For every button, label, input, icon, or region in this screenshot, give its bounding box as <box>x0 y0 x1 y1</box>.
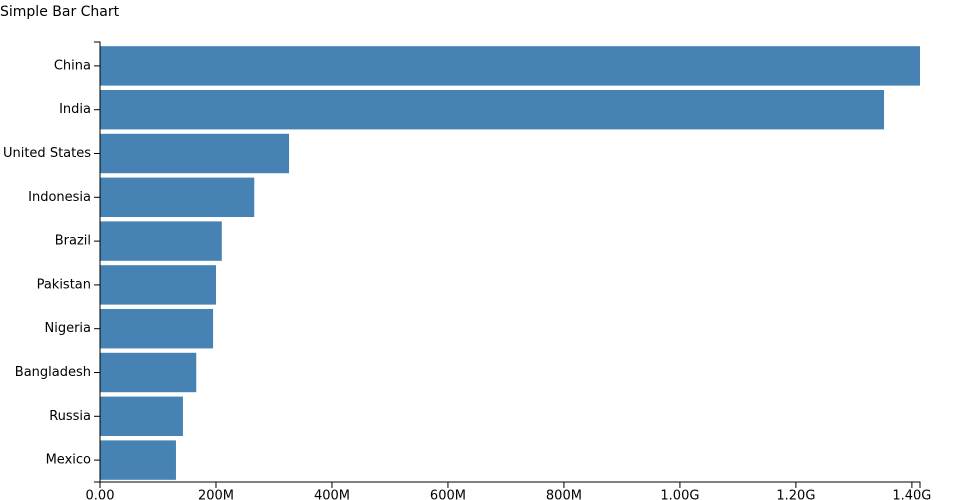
y-tick-label: Pakistan <box>37 277 91 292</box>
y-tick-label: China <box>54 58 91 73</box>
chart-title: Simple Bar Chart <box>0 4 120 20</box>
y-tick-label: Mexico <box>46 453 91 468</box>
bar <box>100 133 290 174</box>
y-tick-label: Nigeria <box>44 321 91 336</box>
bar <box>100 396 183 437</box>
x-tick-label: 0.00 <box>86 489 115 500</box>
y-axis <box>94 41 101 483</box>
y-tick-label: Brazil <box>55 234 91 249</box>
x-tick-label: 1.20G <box>776 489 815 500</box>
bar <box>100 265 216 305</box>
y-tick-label: India <box>59 102 91 117</box>
bar <box>100 46 920 86</box>
x-tick-label: 1.40G <box>892 489 931 500</box>
x-tick-label: 400M <box>314 489 350 500</box>
x-tick-label: 200M <box>198 489 234 500</box>
x-tick-label: 800M <box>546 489 582 500</box>
y-tick-label: Russia <box>49 409 91 424</box>
bar <box>100 352 197 393</box>
bar <box>100 308 214 349</box>
y-tick-label: Bangladesh <box>15 365 91 380</box>
bar <box>100 89 885 130</box>
y-tick-label: United States <box>3 146 91 161</box>
x-tick-label: 600M <box>430 489 466 500</box>
bar <box>100 440 176 480</box>
bar <box>100 177 255 218</box>
x-tick-label: 1.00G <box>660 489 699 500</box>
bar <box>100 221 222 261</box>
y-tick-label: Indonesia <box>28 190 91 205</box>
x-axis <box>99 481 921 488</box>
